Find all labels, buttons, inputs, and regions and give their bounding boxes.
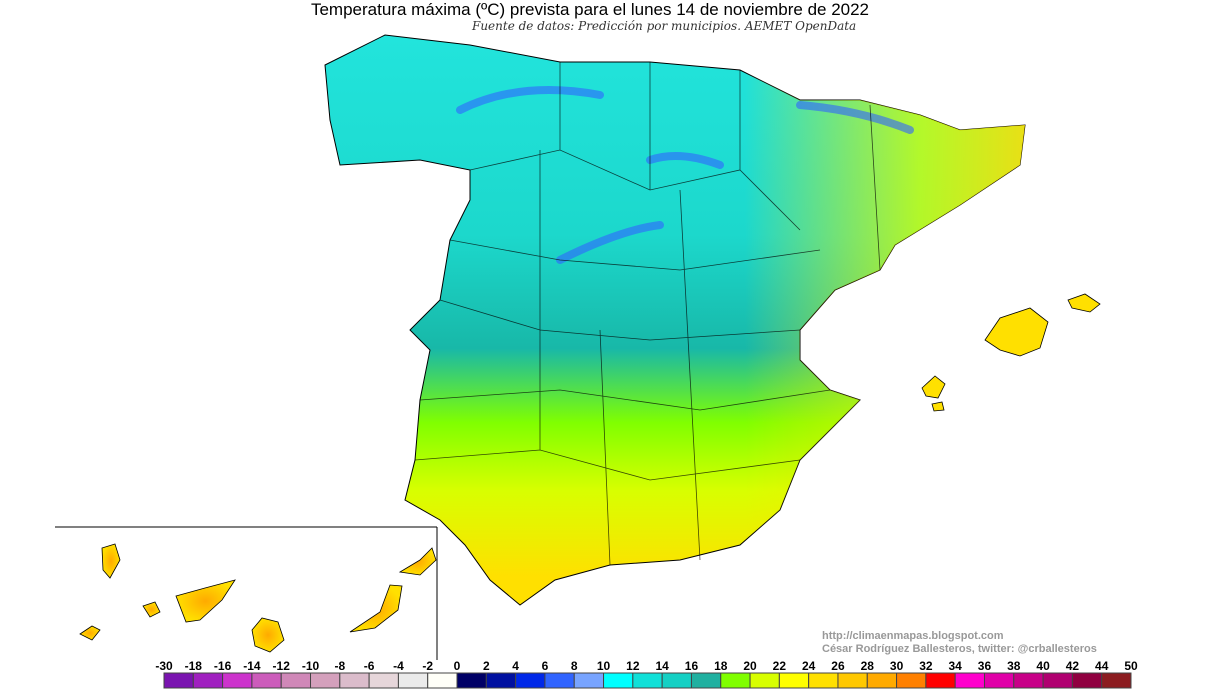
credits-url: http://climaenmapas.blogspot.com [822, 630, 1004, 642]
credits: http://climaenmapas.blogspot.com César R… [822, 630, 1097, 656]
map-subtitle: Fuente de datos: Predicción por municipi… [472, 19, 857, 33]
canary-islands-inset [55, 526, 438, 660]
balearic-islands [921, 293, 1101, 412]
peninsula [324, 34, 1026, 606]
map-title: Temperatura máxima (ºC) prevista para el… [310, 0, 870, 19]
credits-author: César Rodríguez Ballesteros, twitter: @c… [822, 643, 1097, 655]
